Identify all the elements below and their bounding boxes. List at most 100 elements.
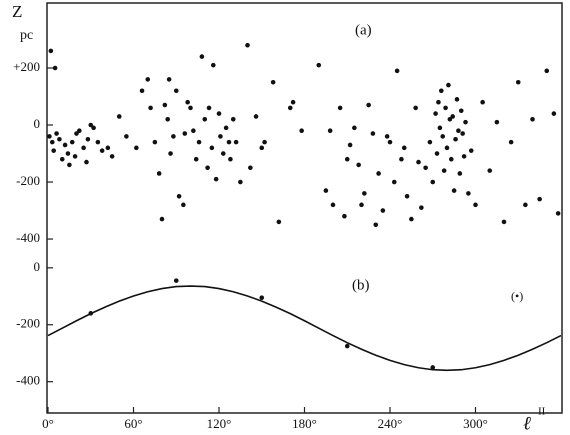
data-point <box>344 156 350 162</box>
data-point <box>453 136 458 142</box>
data-point <box>145 77 151 82</box>
data-point <box>213 176 219 182</box>
y-tick-label: +200 <box>13 59 40 74</box>
data-point <box>173 278 179 283</box>
data-point <box>370 131 376 136</box>
data-point <box>555 211 561 216</box>
data-point <box>451 188 457 193</box>
y-axis-label: Z <box>12 2 22 21</box>
x-axis-label: ℓ <box>523 413 531 434</box>
data-point <box>380 208 386 213</box>
data-point <box>81 145 86 151</box>
data-point <box>193 156 199 162</box>
data-point <box>384 134 390 139</box>
data-point <box>457 171 463 176</box>
data-point <box>434 151 440 156</box>
data-point <box>166 77 172 82</box>
data-point <box>430 179 436 185</box>
data-point <box>168 151 173 156</box>
data-point <box>206 105 212 111</box>
data-point <box>401 145 407 151</box>
data-point <box>447 117 453 122</box>
data-point <box>62 142 68 148</box>
y-tick-label: 0 <box>34 116 41 131</box>
x-tick-label: 300° <box>463 416 488 431</box>
data-point <box>52 65 58 71</box>
data-point <box>473 202 478 208</box>
data-point <box>162 102 168 108</box>
data-point <box>49 139 55 145</box>
data-point <box>391 179 397 185</box>
data-point <box>463 119 468 125</box>
data-point <box>65 151 71 156</box>
data-point <box>77 128 82 134</box>
data-point <box>352 125 357 131</box>
data-point <box>443 105 448 111</box>
y-axis-unit: pc <box>20 28 33 43</box>
data-point <box>205 165 210 171</box>
fit-curve <box>47 285 562 372</box>
x-axis-label-sup: II <box>538 406 546 418</box>
data-point <box>253 114 259 119</box>
data-point <box>259 295 265 301</box>
data-point <box>262 139 267 145</box>
data-point <box>67 162 72 168</box>
annotation: (•) <box>511 289 523 303</box>
data-point <box>544 68 550 74</box>
data-point <box>356 162 361 168</box>
data-point <box>51 148 56 153</box>
data-point <box>342 213 347 219</box>
data-point <box>134 145 139 151</box>
data-point <box>54 131 59 136</box>
data-point <box>399 156 404 162</box>
data-point <box>211 62 216 68</box>
data-point <box>228 156 233 162</box>
data-point <box>47 134 52 139</box>
data-point <box>85 136 91 142</box>
data-point <box>48 48 54 54</box>
data-point <box>84 159 89 165</box>
data-point <box>454 97 460 102</box>
x-tick-label: 0° <box>42 416 54 431</box>
data-point <box>72 154 78 159</box>
data-point <box>440 134 446 139</box>
data-point <box>287 105 293 111</box>
data-point <box>494 119 500 125</box>
data-point <box>88 122 94 128</box>
panel-title: (b) <box>352 277 370 293</box>
data-point <box>226 139 232 145</box>
data-point <box>480 99 485 105</box>
data-point <box>59 156 65 162</box>
data-point <box>109 154 115 159</box>
y-tick-label: -400 <box>16 230 40 245</box>
data-point <box>124 134 129 139</box>
x-tick-label: 180° <box>292 416 317 431</box>
data-point <box>182 131 188 136</box>
data-point <box>444 145 450 151</box>
data-point <box>223 125 229 131</box>
data-point <box>171 134 176 139</box>
data-point <box>523 202 528 208</box>
data-point <box>436 99 441 105</box>
data-point <box>233 139 239 145</box>
data-point <box>359 202 364 208</box>
data-point <box>181 202 186 208</box>
data-point <box>230 117 236 122</box>
data-point <box>99 148 105 153</box>
data-point <box>551 111 557 116</box>
data-point <box>165 117 170 122</box>
x-tick-label: 60° <box>124 416 142 431</box>
data-point <box>387 139 393 145</box>
data-point <box>316 62 322 68</box>
data-point <box>159 216 165 222</box>
data-point <box>439 88 444 94</box>
data-point <box>173 88 179 94</box>
data-point <box>409 216 414 222</box>
data-point <box>376 171 381 176</box>
data-point <box>105 145 111 151</box>
data-point <box>373 222 379 228</box>
data-point <box>537 196 542 202</box>
data-point <box>91 125 96 131</box>
data-point <box>116 114 122 119</box>
